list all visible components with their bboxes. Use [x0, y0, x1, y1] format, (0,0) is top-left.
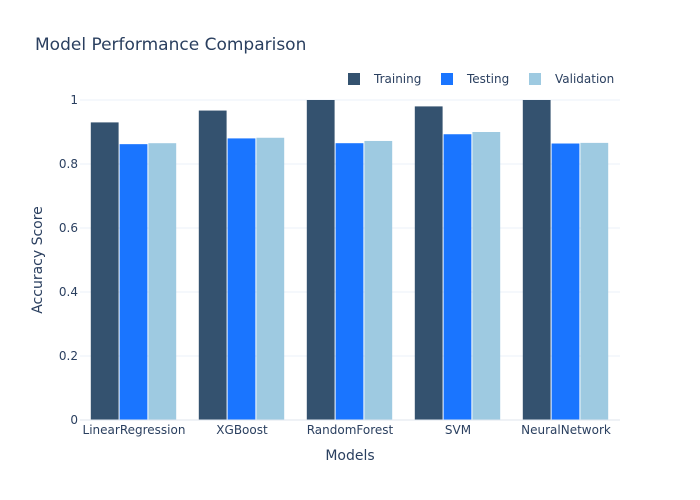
- bar-testing-svm[interactable]: [443, 134, 472, 421]
- bar-validation-neuralnetwork[interactable]: [580, 142, 609, 420]
- y-tick-label: 0.2: [59, 349, 78, 363]
- legend-label-training: Training: [373, 72, 421, 86]
- chart-title: Model Performance Comparison: [35, 35, 306, 55]
- bar-validation-randomforest[interactable]: [364, 140, 393, 420]
- x-tick-label: RandomForest: [307, 423, 394, 437]
- legend-item-training[interactable]: Training: [348, 72, 421, 86]
- bar-testing-linearregression[interactable]: [119, 144, 148, 420]
- bars: [90, 100, 609, 421]
- y-tick-label: 0.8: [59, 157, 78, 171]
- legend-label-testing: Testing: [466, 72, 509, 86]
- bar-validation-linearregression[interactable]: [148, 143, 177, 420]
- y-tick-label: 0: [70, 413, 78, 427]
- legend-swatch-testing: [441, 73, 453, 85]
- bar-training-svm[interactable]: [414, 106, 443, 421]
- bar-validation-xgboost[interactable]: [256, 137, 285, 420]
- x-axis-title: Models: [325, 448, 374, 464]
- x-tick-label: LinearRegression: [83, 423, 186, 437]
- y-tick-label: 0.6: [59, 221, 78, 235]
- y-axis-title: Accuracy Score: [30, 206, 46, 314]
- x-tick-label: NeuralNetwork: [521, 423, 611, 437]
- bar-training-randomforest[interactable]: [306, 100, 335, 420]
- y-tick-label: 1: [70, 93, 78, 107]
- y-axis-ticks: 0 0.2 0.4 0.6 0.8 1: [59, 93, 78, 427]
- x-axis-ticks: LinearRegression XGBoost RandomForest SVM Ne…: [83, 423, 611, 437]
- legend-label-validation: Validation: [555, 72, 614, 86]
- legend-item-validation[interactable]: Validation: [529, 72, 614, 86]
- bar-training-linearregression[interactable]: [90, 122, 119, 421]
- legend[interactable]: Training Testing Validation: [348, 72, 614, 86]
- bar-testing-neuralnetwork[interactable]: [551, 143, 580, 420]
- bar-validation-svm[interactable]: [472, 132, 501, 420]
- bar-testing-xgboost[interactable]: [227, 138, 256, 420]
- x-tick-label: SVM: [445, 423, 471, 437]
- x-tick-label: XGBoost: [216, 423, 268, 437]
- legend-swatch-training: [348, 73, 360, 85]
- legend-swatch-validation: [529, 73, 541, 85]
- bar-training-xgboost[interactable]: [198, 110, 227, 420]
- bar-testing-randomforest[interactable]: [335, 143, 364, 420]
- y-tick-label: 0.4: [59, 285, 78, 299]
- legend-item-testing[interactable]: Testing: [441, 72, 509, 86]
- bar-training-neuralnetwork[interactable]: [522, 100, 551, 420]
